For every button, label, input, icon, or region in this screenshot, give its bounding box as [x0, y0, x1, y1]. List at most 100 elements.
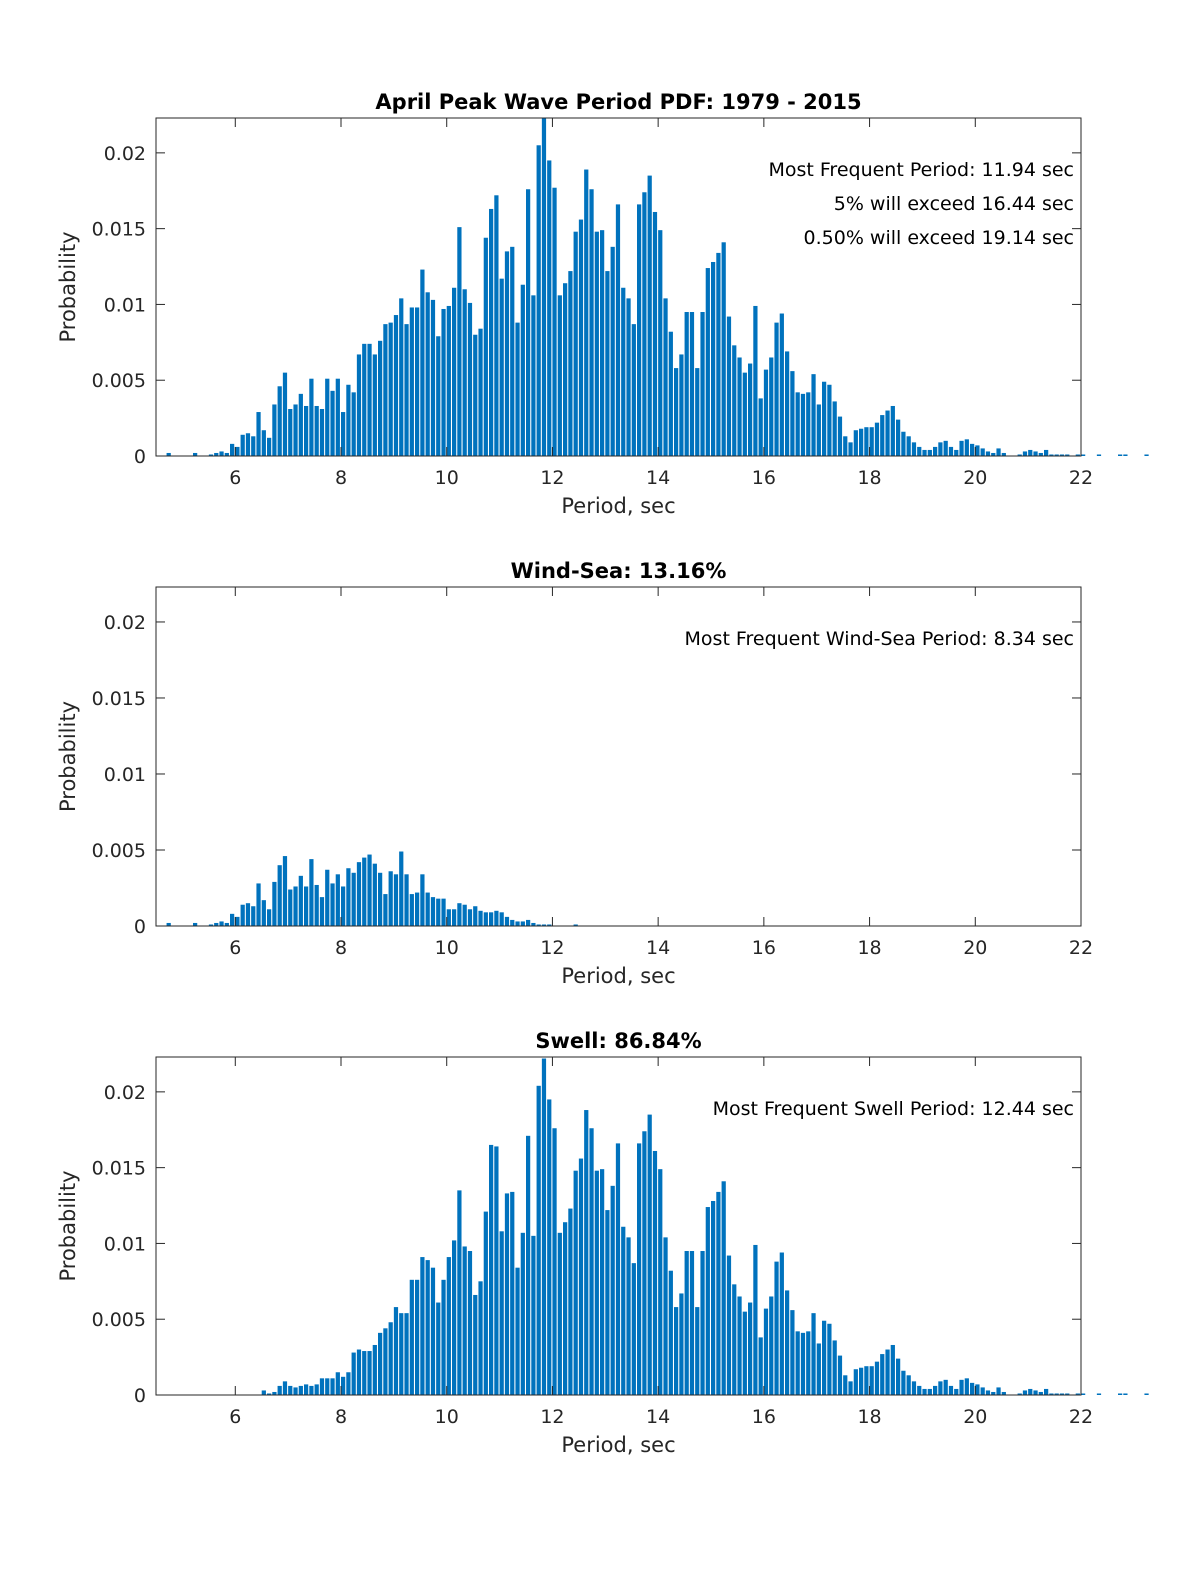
- x-tick-label: 6: [229, 937, 241, 959]
- bar: [695, 368, 700, 456]
- bar: [547, 924, 552, 926]
- bar: [478, 328, 483, 456]
- bar: [489, 208, 494, 456]
- x-tick-label: 10: [435, 1406, 459, 1428]
- bar: [1144, 454, 1149, 456]
- bar: [843, 436, 848, 456]
- y-tick-label: 0.015: [92, 1158, 146, 1180]
- bar: [753, 1244, 758, 1395]
- bar: [420, 269, 425, 456]
- bar: [1033, 451, 1038, 456]
- bar: [652, 1150, 658, 1395]
- bar: [631, 1263, 636, 1395]
- x-tick-label: 16: [752, 467, 776, 489]
- x-tick-label: 16: [752, 937, 776, 959]
- x-tick-label: 12: [540, 467, 564, 489]
- bar: [531, 922, 536, 926]
- bar: [621, 1226, 626, 1395]
- bar: [859, 428, 864, 456]
- bar: [378, 1332, 383, 1395]
- bar: [658, 230, 663, 456]
- x-tick-label: 8: [335, 1406, 347, 1428]
- bar: [526, 1135, 531, 1395]
- bar: [235, 916, 240, 926]
- x-tick-label: 20: [963, 467, 987, 489]
- bar: [1081, 1393, 1086, 1395]
- bar: [494, 195, 499, 457]
- bar: [1028, 449, 1033, 456]
- bar: [600, 1169, 605, 1395]
- bar: [483, 237, 488, 456]
- bar: [943, 1379, 948, 1395]
- bar: [441, 1279, 446, 1395]
- bar: [415, 1279, 420, 1395]
- bar: [457, 227, 462, 456]
- annotation: Most Frequent Wind-Sea Period: 8.34 sec: [685, 628, 1074, 650]
- bar: [822, 1320, 827, 1395]
- bar: [827, 384, 832, 456]
- bar: [415, 892, 420, 926]
- bar: [335, 874, 340, 926]
- bar: [917, 446, 922, 456]
- bar: [594, 1170, 599, 1395]
- bar: [515, 1267, 520, 1395]
- bar: [1044, 449, 1049, 456]
- bar: [504, 916, 510, 926]
- bar: [282, 856, 288, 926]
- bar: [1075, 1393, 1080, 1395]
- bar: [758, 1337, 763, 1395]
- bar: [267, 909, 272, 926]
- bar: [245, 903, 251, 926]
- bar: [716, 1191, 721, 1395]
- bar: [404, 1313, 409, 1395]
- bar: [610, 246, 615, 456]
- bar: [552, 1128, 557, 1395]
- bar: [319, 1378, 325, 1395]
- y-tick-label: 0.015: [92, 219, 146, 241]
- bar: [383, 1328, 388, 1395]
- bar: [927, 449, 932, 456]
- bar: [1028, 1388, 1033, 1395]
- bar: [193, 452, 198, 456]
- bar: [832, 401, 837, 456]
- bar: [526, 919, 531, 926]
- bar: [568, 271, 573, 456]
- bar: [689, 312, 695, 456]
- bar: [663, 298, 668, 456]
- bar: [536, 145, 541, 456]
- bar: [774, 322, 779, 456]
- bar: [679, 354, 684, 456]
- bar: [452, 1240, 457, 1395]
- bar: [526, 189, 531, 457]
- bar: [288, 889, 293, 926]
- bar: [520, 1232, 525, 1395]
- bar: [996, 448, 1001, 456]
- bar: [853, 430, 858, 456]
- bar: [716, 252, 721, 456]
- bar: [848, 442, 853, 456]
- bar: [436, 898, 441, 926]
- x-tick-label: 22: [1069, 1406, 1093, 1428]
- bar: [705, 268, 710, 456]
- bar: [520, 284, 525, 456]
- bar: [869, 427, 874, 456]
- y-tick-label: 0.02: [104, 1082, 146, 1104]
- bar: [251, 436, 256, 456]
- x-tick-label: 8: [335, 467, 347, 489]
- bar: [600, 230, 605, 456]
- bar: [642, 192, 647, 456]
- bar: [362, 1351, 367, 1395]
- bar: [970, 443, 975, 456]
- bar: [1081, 454, 1086, 456]
- bar: [341, 886, 346, 926]
- bar: [615, 204, 621, 456]
- bar: [816, 404, 821, 456]
- x-tick-label: 14: [646, 1406, 670, 1428]
- bar: [800, 1332, 806, 1395]
- y-tick-label: 0.02: [104, 143, 146, 165]
- bar: [1038, 452, 1043, 456]
- bar: [388, 322, 393, 456]
- bar: [896, 419, 901, 456]
- bar: [362, 343, 367, 456]
- bar: [769, 357, 774, 456]
